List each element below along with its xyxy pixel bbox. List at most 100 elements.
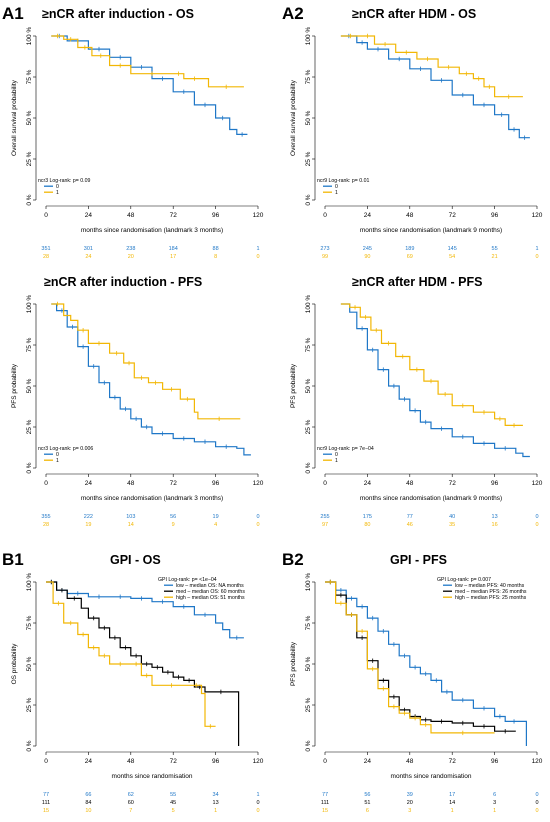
series-line-1	[46, 581, 240, 746]
legend-title: ncr3 Log-rank: p= 0.09	[38, 178, 90, 184]
x-tick-label: 96	[212, 758, 220, 765]
legend-entry: 0	[56, 452, 59, 458]
y-tick-label: 0 %	[305, 462, 312, 473]
risk-count: 13	[492, 514, 498, 520]
risk-count: 0	[535, 800, 538, 806]
x-tick-label: 96	[491, 480, 499, 487]
x-axis-title: months since randomisation (landmark 9 m…	[360, 227, 502, 234]
x-tick-label: 0	[44, 758, 48, 765]
risk-count: 80	[364, 522, 370, 528]
risk-count: 60	[128, 800, 134, 806]
risk-count: 0	[535, 808, 538, 814]
y-axis-title: Overall survival probability	[290, 79, 297, 156]
x-tick-label: 96	[212, 212, 220, 219]
legend-entry: high – median PFS: 25 months	[455, 595, 527, 601]
risk-count: 7	[129, 808, 132, 814]
panel-label: A2	[282, 4, 304, 23]
x-tick-label: 120	[253, 212, 264, 219]
panel-label: B2	[282, 550, 304, 569]
x-axis-title: months since randomisation (landmark 3 m…	[81, 495, 223, 502]
risk-count: 34	[213, 792, 219, 798]
risk-count: 222	[84, 514, 93, 520]
y-tick-label: 25 %	[26, 151, 33, 166]
x-tick-label: 120	[253, 758, 264, 765]
y-tick-label: 0 %	[305, 194, 312, 205]
legend-entry: high – median OS: 51 months	[176, 595, 245, 601]
series-line-0	[51, 303, 251, 456]
x-axis-title: months since randomisation	[391, 773, 472, 780]
risk-count: 56	[170, 514, 176, 520]
panel-label: B1	[2, 550, 24, 569]
legend-entry: 1	[56, 458, 59, 464]
x-tick-label: 120	[253, 480, 264, 487]
x-tick-label: 24	[85, 758, 93, 765]
y-tick-label: 75 %	[305, 615, 312, 630]
risk-count: 17	[170, 254, 176, 260]
y-tick-label: 100 %	[305, 27, 312, 46]
risk-count: 14	[449, 800, 455, 806]
x-tick-label: 24	[85, 212, 93, 219]
risk-count: 111	[42, 800, 50, 806]
risk-count: 0	[535, 254, 538, 260]
x-tick-label: 48	[127, 212, 135, 219]
risk-count: 0	[535, 522, 538, 528]
x-tick-label: 72	[449, 758, 457, 765]
y-tick-label: 50 %	[305, 656, 312, 671]
risk-count: 5	[172, 808, 175, 814]
x-axis-title: months since randomisation (landmark 9 m…	[360, 495, 502, 502]
y-tick-label: 0 %	[305, 740, 312, 751]
risk-count: 55	[492, 246, 498, 252]
risk-count: 145	[448, 246, 457, 252]
risk-count: 238	[126, 246, 135, 252]
y-tick-label: 75 %	[26, 337, 33, 352]
y-tick-label: 75 %	[26, 69, 33, 84]
x-tick-label: 48	[127, 480, 135, 487]
legend-title: GPI Log-rank: p= 0.007	[437, 577, 491, 583]
y-axis-title: PFS probability	[290, 641, 297, 686]
x-tick-label: 48	[406, 758, 414, 765]
panel-PFS3: ≥nCR after induction - PFS 0 % 25 % 50 % 75 …	[11, 275, 264, 528]
chart-title: GPI - PFS	[390, 553, 447, 567]
x-tick-label: 48	[406, 212, 414, 219]
y-tick-label: 25 %	[305, 151, 312, 166]
y-axis-title: PFS probability	[11, 363, 18, 408]
x-tick-label: 24	[85, 480, 93, 487]
legend-title: ncr9 Log-rank: p= 7e−04	[317, 446, 374, 452]
panel-B2: B2 GPI - PFS 0 % 25 % 50 % 75 % 100 % 0 24 48 72 96…	[282, 550, 543, 814]
risk-count: 77	[322, 792, 328, 798]
risk-count: 77	[407, 514, 413, 520]
chart-title: ≥nCR after HDM - OS	[352, 7, 476, 21]
x-tick-label: 24	[364, 758, 372, 765]
legend-entry: med – median PFS: 26 months	[455, 589, 527, 595]
legend-entry: med – median OS: 60 months	[176, 589, 245, 595]
risk-count: 16	[492, 522, 498, 528]
risk-count: 351	[41, 246, 50, 252]
risk-count: 1	[535, 246, 538, 252]
risk-count: 17	[449, 792, 455, 798]
x-tick-label: 120	[532, 212, 543, 219]
panel-PFS9: ≥nCR after HDM - PFS 0 % 25 % 50 % 75 % 100 %…	[290, 275, 543, 528]
risk-count: 14	[128, 522, 134, 528]
series-line-1	[51, 35, 244, 88]
y-tick-label: 75 %	[26, 615, 33, 630]
risk-count: 175	[363, 514, 372, 520]
risk-count: 51	[364, 800, 370, 806]
legend-entry: 1	[56, 190, 59, 196]
x-tick-label: 72	[449, 480, 457, 487]
series-line-1	[340, 303, 523, 426]
risk-count: 255	[320, 514, 329, 520]
panel-label: A1	[2, 4, 24, 23]
series-line-2	[46, 581, 216, 727]
risk-count: 4	[214, 522, 217, 528]
risk-count: 84	[85, 800, 91, 806]
legend-entry: low – median OS: NA months	[176, 583, 244, 589]
y-tick-label: 100 %	[26, 573, 33, 592]
risk-count: 111	[321, 800, 329, 806]
x-tick-label: 96	[491, 212, 499, 219]
risk-count: 184	[169, 246, 178, 252]
